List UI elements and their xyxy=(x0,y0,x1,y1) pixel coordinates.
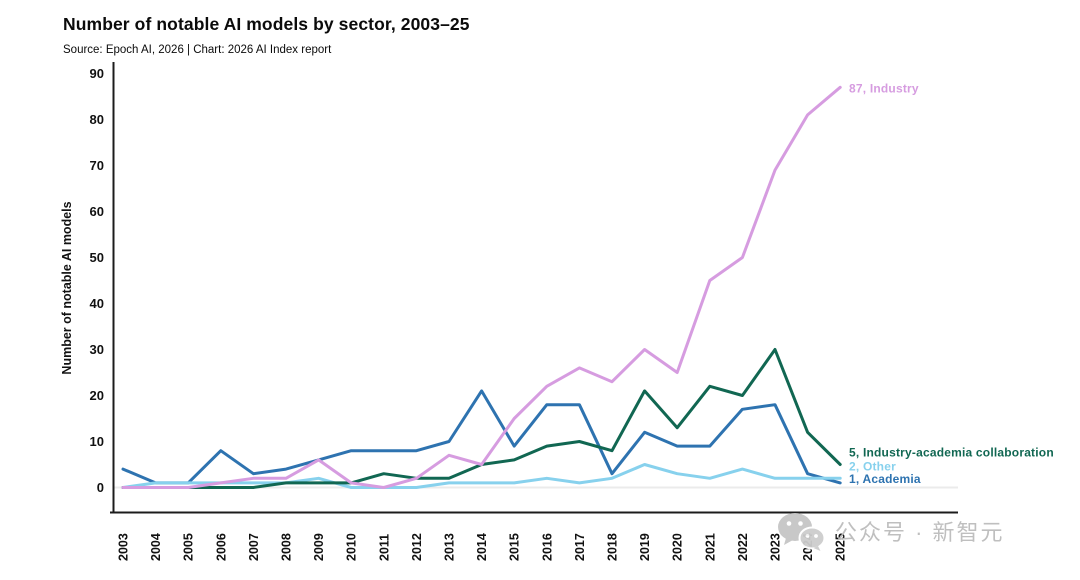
x-tick-label: 2022 xyxy=(736,533,750,561)
x-tick-label: 2023 xyxy=(769,533,783,561)
x-tick-label: 2017 xyxy=(573,533,587,561)
x-tick-label: 2014 xyxy=(475,533,489,561)
wechat-icon xyxy=(778,513,826,551)
x-tick-label: 2006 xyxy=(214,533,228,561)
x-tick-label: 2004 xyxy=(149,533,163,561)
x-tick-label: 2009 xyxy=(312,533,326,561)
y-tick-label: 90 xyxy=(90,66,104,81)
x-tick-label: 2005 xyxy=(182,533,196,561)
line-academia xyxy=(121,389,842,485)
y-tick-label: 80 xyxy=(90,112,104,127)
axes: 0 10 20 30 40 50 60 70 80 90 2003 2004 2005 2006 2007 2… xyxy=(90,62,958,561)
y-axis-title: Number of notable AI models xyxy=(60,201,74,374)
series-end-labels: 87, Industry 1, Academia 5, Industry-acade… xyxy=(849,81,1054,486)
end-label-academia: 1, Academia xyxy=(849,472,921,486)
x-tick-label: 2010 xyxy=(345,533,359,561)
y-tick-label: 50 xyxy=(90,250,104,265)
x-tick-label: 2008 xyxy=(280,533,294,561)
x-tick-label: 2007 xyxy=(247,533,261,561)
line-industry xyxy=(121,85,842,489)
y-tick-label: 10 xyxy=(90,434,104,449)
x-tick-label: 2016 xyxy=(540,533,554,561)
y-tick-label: 0 xyxy=(97,480,104,495)
end-label-industry-academia-collaboration: 5, Industry-academia collaboration xyxy=(849,446,1054,460)
chart-subtitle: Source: Epoch AI, 2026 | Chart: 2026 AI … xyxy=(63,44,332,56)
x-tick-label: 2025 xyxy=(834,533,848,561)
y-tick-label: 70 xyxy=(90,158,104,173)
watermark: 公众号 · 新智元 xyxy=(776,510,1005,552)
y-tick-label: 30 xyxy=(90,342,104,357)
x-tick-label: 2020 xyxy=(671,533,685,561)
y-tick-label: 20 xyxy=(90,388,104,403)
y-tick-label: 60 xyxy=(90,204,104,219)
end-label-industry: 87, Industry xyxy=(849,81,919,95)
y-tick-label: 40 xyxy=(90,296,104,311)
series-lines xyxy=(121,85,842,489)
x-tick-label: 2019 xyxy=(638,533,652,561)
x-tick-label: 2015 xyxy=(508,533,522,561)
line-other xyxy=(121,463,842,489)
chart-title: Number of notable AI models by sector, 2… xyxy=(63,14,470,34)
x-tick-label: 2013 xyxy=(443,533,457,561)
x-tick-label: 2018 xyxy=(606,533,620,561)
x-tick-label: 2012 xyxy=(410,533,424,561)
x-tick-label: 2011 xyxy=(377,534,391,561)
x-tick-label: 2003 xyxy=(117,533,131,561)
x-tick-label: 2021 xyxy=(703,533,717,561)
watermark-text: 公众号 · 新智元 xyxy=(835,520,1005,545)
end-label-other: 2, Other xyxy=(849,459,896,473)
